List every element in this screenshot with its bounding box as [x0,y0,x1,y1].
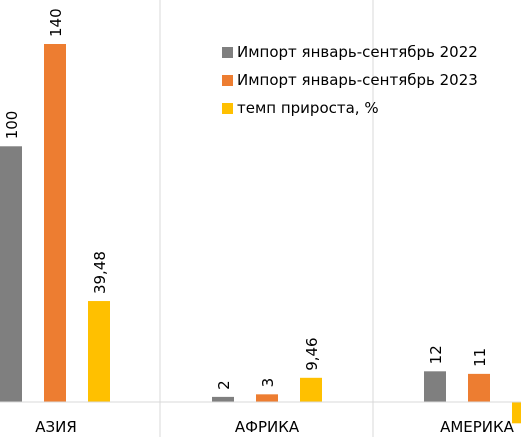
x-tick-label: АФРИКА [235,418,300,436]
legend-label: Импорт январь-сентябрь 2022 [237,43,478,61]
bars [0,44,521,424]
bar [256,394,278,402]
bar [468,373,490,402]
data-labels: 100 140 39,48 2 3 9,46 12 11 [3,8,489,390]
bar [300,377,322,402]
data-label: 11 [471,348,489,367]
x-tick-label: АЗИЯ [35,418,77,436]
data-label: 12 [427,345,445,364]
bar [44,44,66,402]
data-label: 140 [47,8,65,37]
legend-swatch [222,46,233,58]
legend-swatch [222,74,233,86]
bar [88,301,110,402]
legend: Импорт январь-сентябрь 2022 Импорт январ… [222,38,478,122]
data-label: 100 [3,111,21,140]
data-label: 9,46 [303,337,321,370]
legend-item: Импорт январь-сентябрь 2023 [222,66,478,94]
legend-swatch [222,102,233,114]
x-axis-tick-labels: АЗИЯ АФРИКА АМЕРИКА [35,418,514,436]
legend-item: Импорт январь-сентябрь 2022 [222,38,478,66]
bar [0,146,22,402]
bar [212,396,234,402]
legend-item: темп прироста, % [222,94,478,122]
data-label: 3 [259,378,277,388]
bar [512,402,521,424]
data-label: 39,48 [91,251,109,294]
category-separators [159,0,374,437]
bar [424,371,446,402]
legend-label: Импорт январь-сентябрь 2023 [237,71,478,89]
x-tick-label: АМЕРИКА [440,418,515,436]
data-label: 2 [215,380,233,390]
legend-label: темп прироста, % [237,99,379,117]
